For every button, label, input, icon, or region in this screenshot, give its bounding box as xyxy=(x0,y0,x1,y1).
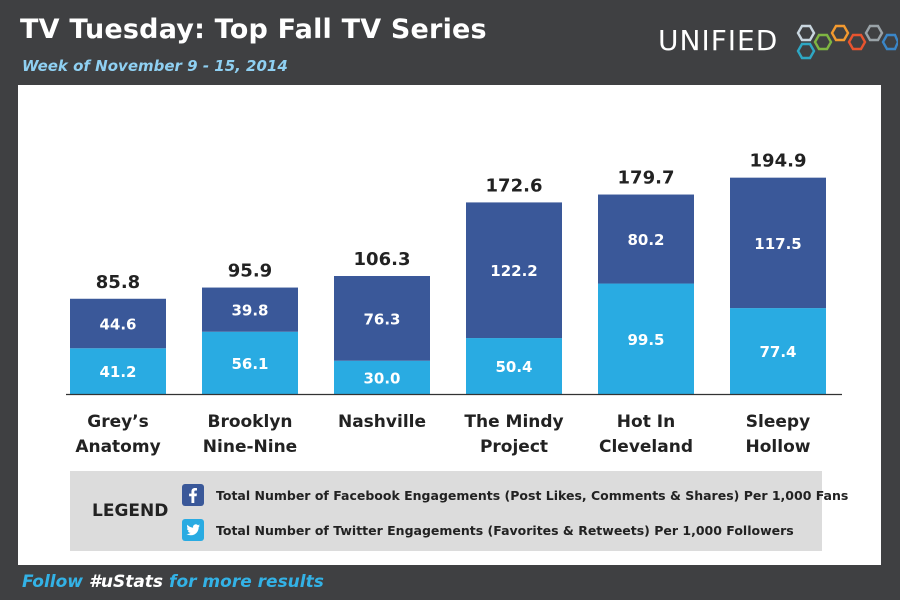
legend-label-twitter: Total Number of Twitter Engagements (Fav… xyxy=(216,522,794,538)
bar-twitter xyxy=(70,348,166,394)
footer-callout: Follow #uStats for more results xyxy=(22,572,324,592)
category-tick-label: Brooklyn xyxy=(207,412,292,432)
bar-twitter xyxy=(598,283,694,394)
legend-item-facebook: Total Number of Facebook Engagements (Po… xyxy=(182,484,848,506)
bar-facebook xyxy=(334,276,430,361)
bar-facebook xyxy=(466,202,562,339)
category-tick-label: Nine-Nine xyxy=(203,437,297,457)
data-label-total: 85.8 xyxy=(96,272,140,293)
bar-twitter xyxy=(730,308,826,394)
data-label-facebook: 39.8 xyxy=(231,302,268,320)
data-label-total: 172.6 xyxy=(486,175,543,196)
data-label-twitter: 41.2 xyxy=(99,363,136,381)
legend-label-facebook: Total Number of Facebook Engagements (Po… xyxy=(216,487,849,503)
footer-hashtag[interactable]: #uStats xyxy=(89,572,164,592)
footer-follow: Follow xyxy=(22,572,84,592)
stacked-bar-chart: 41.2 44.6 85.8 Grey’s Anatomy 56.1 39.8 95.9 Bro… xyxy=(66,151,842,457)
bar-facebook xyxy=(202,287,298,332)
facebook-icon xyxy=(182,484,204,506)
bar-twitter xyxy=(202,331,298,394)
chart-panel: 41.2 44.6 85.8 Grey’s Anatomy 56.1 39.8 95.9 Bro… xyxy=(18,85,881,565)
unified-logo: UNIFIED xyxy=(658,22,898,68)
legend-box: LEGEND Total Number of Facebook Engageme… xyxy=(70,471,848,551)
data-label-twitter: 56.1 xyxy=(231,355,268,373)
data-label-facebook: 117.5 xyxy=(754,235,801,253)
page-title: TV Tuesday: Top Fall TV Series xyxy=(20,14,487,45)
category-tick-label: Sleepy xyxy=(746,412,810,432)
hexagon-logo-icon xyxy=(796,24,898,60)
page-subtitle: Week of November 9 - 15, 2014 xyxy=(22,57,288,75)
data-label-facebook: 44.6 xyxy=(99,316,136,334)
data-label-total: 106.3 xyxy=(354,249,411,270)
data-label-total: 95.9 xyxy=(228,261,272,282)
data-label-twitter: 99.5 xyxy=(627,331,664,349)
category-tick-label: Grey’s xyxy=(87,412,149,432)
data-label-total: 179.7 xyxy=(618,168,675,189)
bar-facebook xyxy=(730,177,826,309)
data-label-twitter: 77.4 xyxy=(759,343,796,361)
logo-text: UNIFIED xyxy=(658,24,779,57)
category-tick-label: Project xyxy=(480,437,548,457)
twitter-icon xyxy=(182,519,204,541)
legend-title: LEGEND xyxy=(92,501,169,521)
category-tick-label: Anatomy xyxy=(75,437,160,457)
category-tick-label: Hollow xyxy=(746,437,811,457)
category-tick-label: Cleveland xyxy=(599,437,693,457)
category-tick-label: Nashville xyxy=(338,412,426,432)
bar-facebook xyxy=(598,194,694,284)
data-label-facebook: 76.3 xyxy=(363,310,400,328)
data-label-facebook: 80.2 xyxy=(627,231,664,249)
data-label-facebook: 122.2 xyxy=(490,262,537,280)
legend-item-twitter: Total Number of Twitter Engagements (Fav… xyxy=(182,519,794,541)
bar-facebook xyxy=(70,298,166,349)
data-label-twitter: 30.0 xyxy=(363,369,400,387)
category-tick-label: Hot In xyxy=(617,412,675,432)
bar-twitter xyxy=(334,360,430,394)
footer-more: for more results xyxy=(169,572,324,592)
data-label-total: 194.9 xyxy=(750,151,807,172)
data-label-twitter: 50.4 xyxy=(495,358,532,376)
bar-twitter xyxy=(466,338,562,394)
category-tick-label: The Mindy xyxy=(464,412,563,432)
